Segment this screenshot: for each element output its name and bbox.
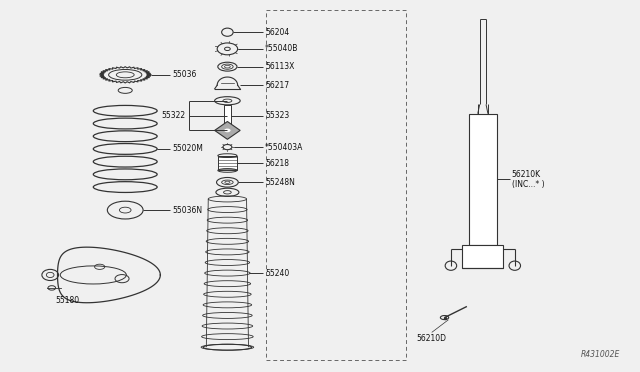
Bar (468, 114, 497, 245)
Ellipse shape (224, 129, 230, 132)
Text: (INC...* ): (INC...* ) (511, 180, 544, 189)
Text: 56218: 56218 (265, 158, 289, 167)
Polygon shape (214, 122, 240, 139)
Text: 55180: 55180 (56, 296, 80, 305)
Text: 56204: 56204 (265, 28, 289, 37)
Text: *55040B: *55040B (265, 44, 298, 53)
Text: 55036: 55036 (173, 70, 197, 79)
Bar (463, 245, 503, 267)
Text: 55248N: 55248N (265, 178, 295, 187)
Bar (266, 10, 406, 360)
Text: 55240: 55240 (265, 269, 289, 278)
Bar (218, 155, 237, 170)
Text: 56210K: 56210K (511, 170, 541, 179)
Text: 56217: 56217 (265, 81, 289, 90)
Text: 56210D: 56210D (417, 334, 447, 343)
Text: *550403A: *550403A (265, 142, 303, 151)
Text: 55036N: 55036N (173, 206, 203, 215)
Text: 55323: 55323 (265, 111, 289, 120)
Bar (223, 105, 231, 126)
Text: 55020M: 55020M (173, 144, 204, 153)
Text: 56113X: 56113X (265, 62, 294, 71)
Text: R431002E: R431002E (580, 350, 620, 359)
Text: 55322: 55322 (162, 111, 186, 120)
